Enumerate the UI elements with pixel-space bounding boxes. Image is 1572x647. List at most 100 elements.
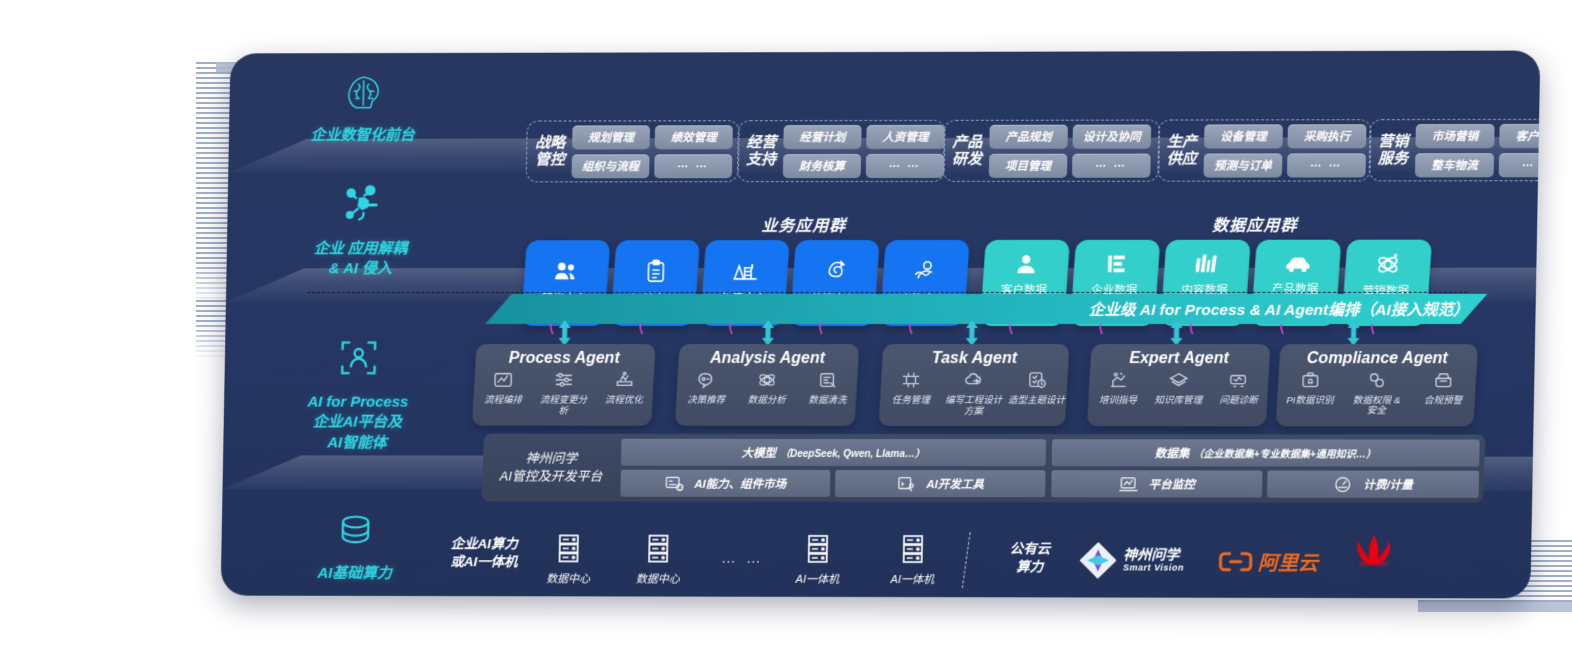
platform-devtool-bar[interactable]: AI开发工具 [834, 469, 1046, 498]
server-icon [808, 535, 829, 564]
server-icon [555, 533, 583, 563]
target-icon [823, 259, 847, 287]
app-card-production-center[interactable]: 生产中心 [700, 240, 790, 326]
agent-feature[interactable]: 问题诊断 [1209, 371, 1268, 407]
module-chip-more[interactable]: … … [1071, 153, 1151, 178]
agent-title: Expert Agent [1129, 350, 1229, 368]
module-group-operation-name-2: 支持 [746, 151, 777, 169]
agent-feature[interactable]: 数据权限 & 安全 [1344, 371, 1409, 417]
infrastructure-row: 企业AI算力 或AI一体机 数据中心 数据中心 … … [221, 521, 1532, 598]
agent-feature[interactable]: 合规预警 [1410, 371, 1475, 417]
platform-monitor-bar[interactable]: 平台监控 [1051, 470, 1263, 498]
module-chip[interactable]: 采购执行 [1287, 123, 1367, 148]
agent-feature[interactable]: 造型主题设计 [1006, 371, 1068, 418]
agent-feature-label: 决策推荐 [687, 394, 726, 406]
module-chip-more[interactable]: … … [1498, 152, 1541, 177]
agent-feature-label: 问题诊断 [1219, 395, 1258, 407]
clipboard-icon [645, 259, 667, 287]
module-chip[interactable]: 市场营销 [1415, 123, 1495, 148]
agent-feature-label-2: 安全 [1366, 405, 1386, 417]
factory-icon [732, 260, 758, 287]
ai-orchestration-band[interactable]: 企业级 AI for Process & AI Agent编排（AI接入规范） [485, 294, 1487, 324]
huawei-petal-icon: HUAWEI [1357, 534, 1391, 568]
module-chip[interactable]: 预测与订单 [1203, 152, 1283, 178]
ai-platform-band[interactable]: 神州问学 AI管控及开发平台 大模型 （DeepSeek, Qwen, Llam… [481, 433, 1486, 503]
agent-feature[interactable]: 流程优化 [594, 371, 653, 418]
agent-feature[interactable]: 培训指导 [1089, 371, 1148, 407]
rail-aiprocess-label-3: AI智能体 [327, 434, 388, 452]
module-group-product-rd[interactable]: 产品 研发 产品规划 设计及协同 项目管理 … … [942, 119, 1161, 182]
agent-feature-label: 数据分析 [747, 394, 786, 406]
infra-item-datacenter-1[interactable]: 数据中心 [528, 533, 609, 586]
infra-item-datacenter-2[interactable]: 数据中心 [618, 534, 699, 587]
module-chip[interactable]: 产品规划 [989, 124, 1068, 149]
agent-feature[interactable]: PI数据识别 [1278, 371, 1343, 417]
platform-name-1: 神州问学 [525, 450, 578, 466]
module-chip-more[interactable]: … … [865, 153, 945, 178]
module-chip[interactable]: 绩效管理 [654, 124, 733, 149]
module-chip[interactable]: 规划管理 [572, 124, 651, 149]
module-chip[interactable]: 设备管理 [1204, 123, 1283, 149]
agent-card-analysis[interactable]: Analysis Agent 决策推荐 [674, 343, 860, 426]
module-chip[interactable]: 财务核算 [782, 153, 862, 178]
decision-icon [696, 371, 716, 393]
agent-feature[interactable]: 任务管理 [880, 371, 942, 418]
agent-card-expert[interactable]: Expert Agent 培训指导 [1086, 344, 1271, 427]
module-chip-more[interactable]: … … [1286, 152, 1366, 178]
module-chip[interactable]: 组织与流程 [571, 153, 650, 178]
infra-item-label: 数据中心 [635, 573, 680, 586]
agent-feature[interactable]: 流程变更分析 [534, 371, 593, 418]
users-icon [553, 260, 579, 286]
module-chip[interactable]: 经营计划 [783, 124, 862, 149]
infra-item-ai-appliance-1[interactable]: AI一体机 [777, 534, 858, 587]
agent-feature[interactable]: 数据分析 [737, 371, 796, 407]
infra-item-ai-appliance-2[interactable]: AI一体机 [872, 534, 953, 587]
platform-dataset-bar[interactable]: 数据集 （企业数据集+专业数据集+通用知识…） [1051, 439, 1480, 467]
app-card-order-center[interactable]: 订单中心 [610, 240, 701, 326]
module-group-operation[interactable]: 经营 支持 经营计划 人资管理 财务核算 … … [736, 119, 946, 183]
platform-billing-bar[interactable]: 计费/计量 [1266, 470, 1480, 498]
right-stripe-foot [1418, 602, 1572, 612]
module-chip[interactable]: 整车物流 [1414, 152, 1495, 177]
shenzhou-wenxue-logo[interactable]: 神州问学 Smart Vision [1079, 542, 1185, 579]
aliyun-logo[interactable]: 阿里云 [1218, 547, 1318, 576]
agent-card-process[interactable]: Process Agent 流程编排 [471, 343, 656, 426]
platform-dataset-note: （企业数据集+专业数据集+通用知识…） [1193, 449, 1377, 461]
data-card-enterprise[interactable]: 企业数据 体系 [1069, 239, 1161, 327]
module-group-strategy[interactable]: 战略 管控 规划管理 绩效管理 组织与流程 … … [525, 120, 740, 183]
data-card-content[interactable]: 内容数据 体系 [1160, 239, 1251, 327]
data-card-product[interactable]: 产品数据 体系 [1250, 239, 1342, 327]
agent-feature[interactable]: 编写工程设计方案 [943, 371, 1005, 418]
agent-card-task[interactable]: Task Agent 任务管理 [878, 344, 1070, 427]
agent-title: Compliance Agent [1306, 350, 1448, 368]
huawei-logo[interactable]: HUAWEI [1349, 533, 1398, 572]
module-group-production-supply[interactable]: 生产 供应 设备管理 采购执行 预测与订单 … … [1157, 119, 1372, 182]
module-chip-more[interactable]: … … [654, 153, 733, 178]
module-group-product-rd-name-1: 产品 [952, 133, 983, 151]
agent-feature[interactable]: 知识库管理 [1149, 371, 1208, 407]
gauge-icon [1333, 475, 1353, 493]
module-chip[interactable]: 客户关系 [1499, 123, 1541, 148]
agent-feature[interactable]: 数据清洗 [798, 371, 857, 407]
app-card-rd-center[interactable]: 研发中心 [520, 240, 611, 326]
agent-feature[interactable]: 流程编排 [474, 371, 533, 418]
agent-feature-label: 数据清洗 [808, 394, 847, 406]
platform-llm-bar[interactable]: 大模型 （DeepSeek, Qwen, Llama…） [620, 438, 1047, 467]
module-chip[interactable]: 项目管理 [988, 153, 1068, 178]
design-clock-icon [1027, 371, 1047, 393]
module-group-operation-name-1: 经营 [746, 133, 777, 151]
platform-monitor-label: 平台监控 [1148, 478, 1195, 491]
module-group-marketing-service[interactable]: 营销 服务 市场营销 客户关系 整车物流 … … [1368, 118, 1541, 182]
app-card-hr-center[interactable]: 人资中心 [879, 239, 970, 327]
app-card-marketing-center[interactable]: 营销中心 [789, 239, 880, 326]
cloud-write-icon [964, 371, 984, 393]
agent-card-compliance[interactable]: Compliance Agent PI数据识别 [1275, 344, 1478, 427]
module-chip[interactable]: 人资管理 [866, 124, 945, 149]
platform-market-bar[interactable]: AI能力、组件市场 [620, 469, 831, 497]
data-card-customer[interactable]: 客户数据 体系 [979, 239, 1071, 327]
module-group-marketing-service-name-2: 服务 [1377, 150, 1409, 168]
agent-feature[interactable]: 决策推荐 [677, 371, 736, 407]
infra-item-label: AI一体机 [795, 573, 840, 586]
module-chip[interactable]: 设计及协同 [1072, 124, 1152, 149]
